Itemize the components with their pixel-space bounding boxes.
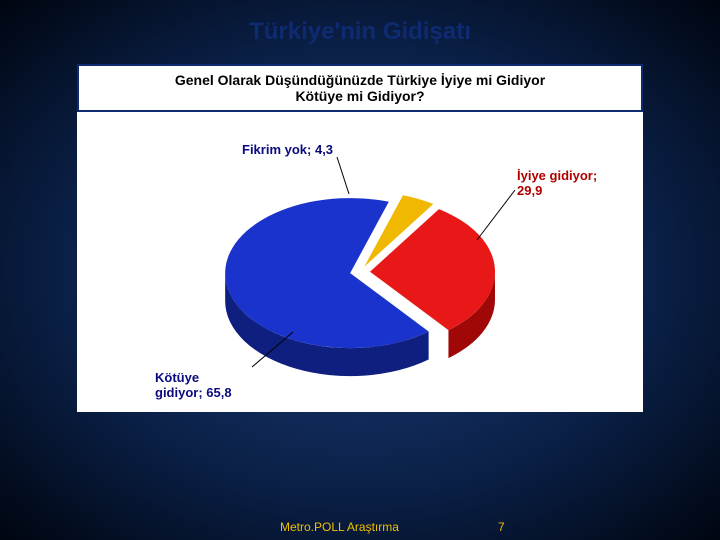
question-line-2: Kötüye mi Gidiyor? <box>89 88 631 104</box>
footer-source: Metro.POLL Araştırma <box>280 520 399 534</box>
pie-label: İyiye gidiyor;29,9 <box>517 168 597 198</box>
pie-label: Fikrim yok; 4,3 <box>242 142 333 157</box>
question-box: Genel Olarak Düşündüğünüzde Türkiye İyiy… <box>77 64 643 112</box>
slide-title: Türkiye'nin Gidişatı <box>0 0 720 46</box>
footer-page: 7 <box>498 520 505 534</box>
question-line-1: Genel Olarak Düşündüğünüzde Türkiye İyiy… <box>89 72 631 88</box>
pie-svg <box>77 112 643 412</box>
leader-line <box>337 157 349 194</box>
leader-line <box>477 190 515 240</box>
pie-label: Kötüyegidiyor; 65,8 <box>155 370 232 400</box>
pie-chart: Kötüyegidiyor; 65,8 İyiye gidiyor;29,9 Fik… <box>77 112 643 412</box>
